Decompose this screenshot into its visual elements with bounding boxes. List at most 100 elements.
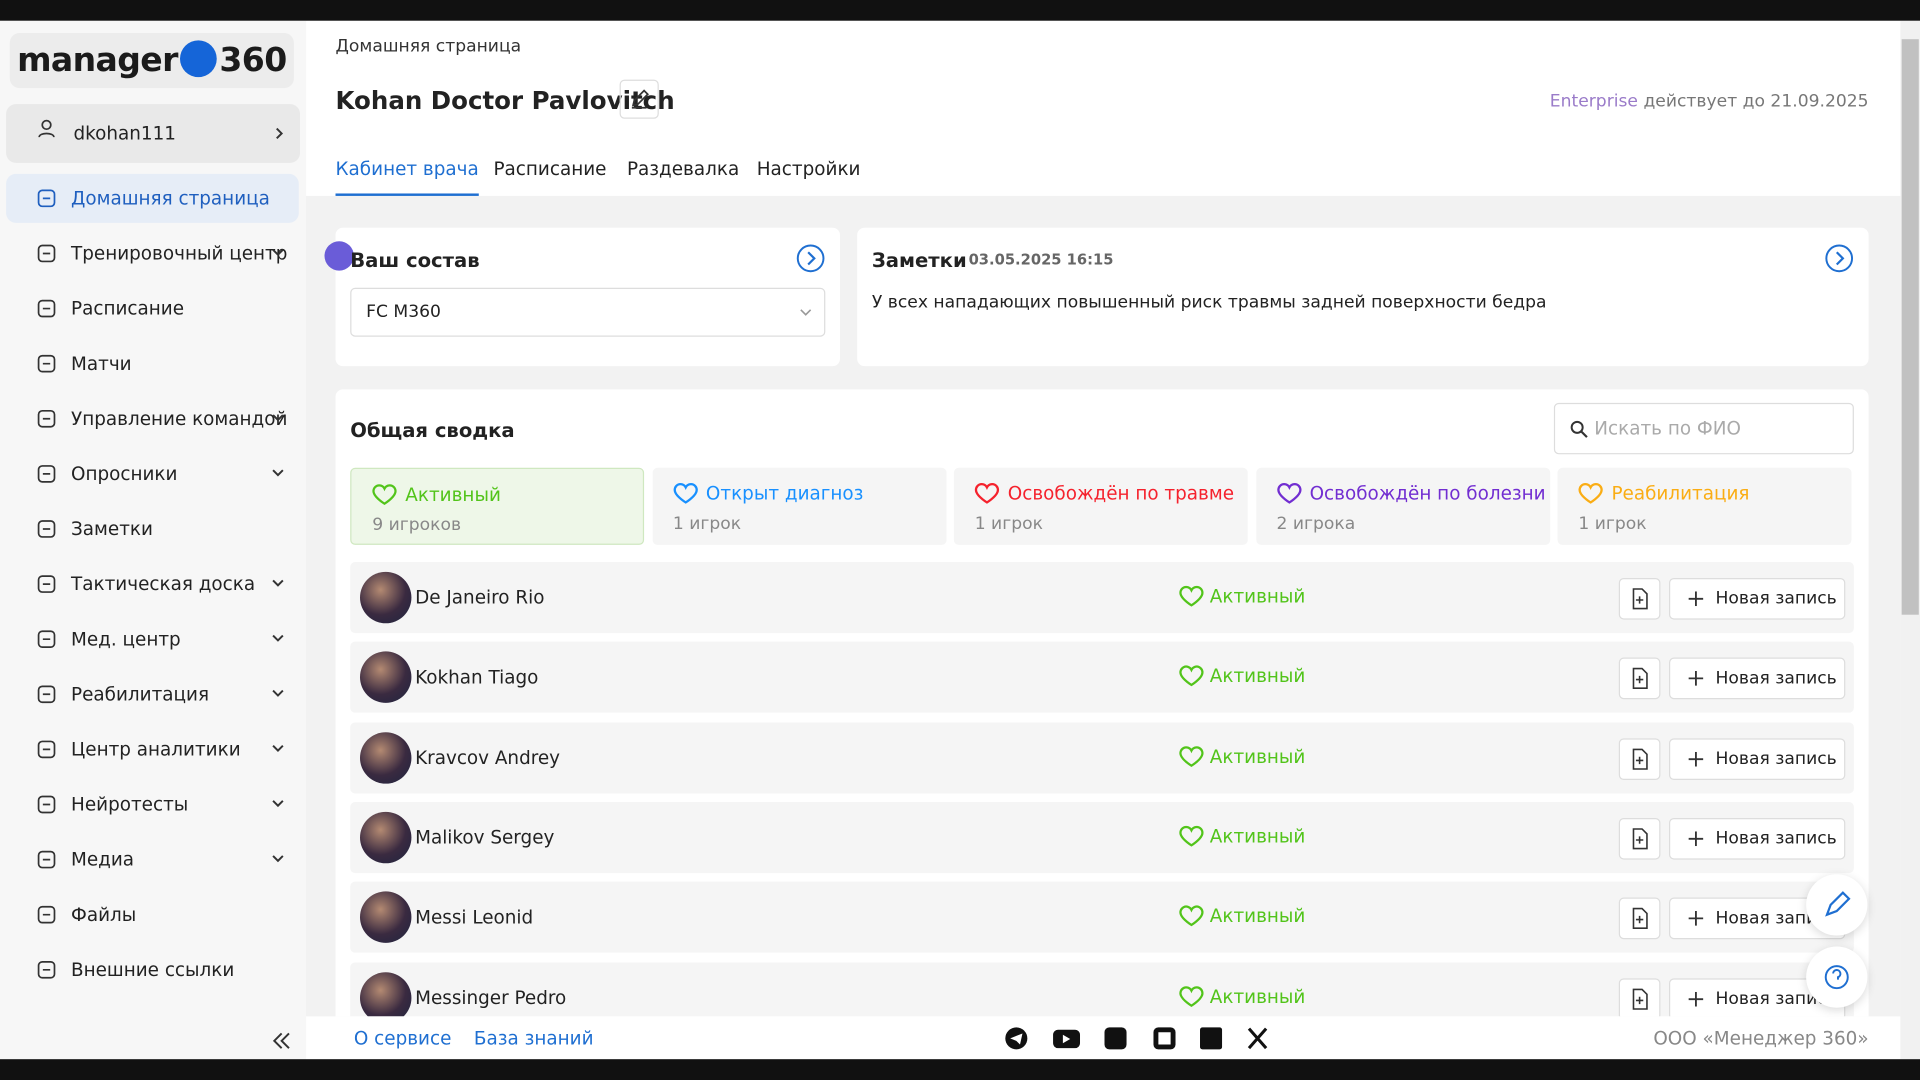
edit-icon xyxy=(631,89,649,109)
nav-item[interactable]: Реабилитация xyxy=(6,670,299,719)
status-label: Открыт диагноз xyxy=(672,480,863,507)
status-icon xyxy=(372,484,397,505)
status-tile[interactable]: Освобождён по травме 1 игрок xyxy=(953,467,1248,545)
nav-icon xyxy=(37,630,56,649)
document-button[interactable] xyxy=(1618,977,1661,1017)
player-status-icon xyxy=(1179,665,1204,687)
footer: О сервисе База знаний ООО «Менеджер 360» xyxy=(306,1016,1901,1060)
nav-label: Расписание xyxy=(71,297,185,320)
new-record-button[interactable]: Новая запись xyxy=(1668,577,1846,620)
player-avatar xyxy=(360,811,412,864)
nav-label: Центр аналитики xyxy=(71,738,241,761)
player-row: Kravcov Andrey Активный Новая запись xyxy=(350,721,1854,793)
document-icon xyxy=(1632,588,1648,610)
player-name[interactable]: Kokhan Tiago xyxy=(415,666,539,689)
logo[interactable]: manager 360 xyxy=(9,33,294,89)
player-name[interactable]: De Janeiro Rio xyxy=(415,586,545,609)
document-button[interactable] xyxy=(1618,817,1661,860)
nav-item[interactable]: Файлы xyxy=(6,890,299,939)
logo-text: manager xyxy=(17,41,178,80)
nav-icon xyxy=(37,575,56,593)
breadcrumb[interactable]: Домашняя страница xyxy=(335,36,522,57)
top-bar xyxy=(0,0,1920,21)
nav-item[interactable]: Расписание xyxy=(6,284,299,333)
edit-button[interactable] xyxy=(619,79,659,119)
player-name[interactable]: Kravcov Andrey xyxy=(415,746,561,769)
nav-icon xyxy=(37,960,56,979)
nav-item[interactable]: Управление командой xyxy=(6,394,299,443)
new-record-button[interactable]: Новая запись xyxy=(1668,657,1846,700)
plan-info: Enterprise действует до 21.09.2025 xyxy=(1550,92,1869,112)
player-row: Kokhan Tiago Активный Новая запись xyxy=(350,642,1854,714)
nav-item[interactable]: Опросники xyxy=(6,449,299,498)
player-name[interactable]: Messinger Pedro xyxy=(415,986,567,1009)
nav-item[interactable]: Тренировочный центр xyxy=(6,229,299,278)
nav-item[interactable]: Центр аналитики xyxy=(6,725,299,774)
new-record-button[interactable]: Новая запись xyxy=(1668,737,1846,780)
status-tile[interactable]: Реабилитация 1 игрок xyxy=(1557,467,1852,545)
tab[interactable]: Кабинет врача xyxy=(335,158,479,196)
status-tile[interactable]: Активный 9 игроков xyxy=(350,467,645,545)
nav-item[interactable]: Тактическая доска xyxy=(6,560,299,609)
help-button[interactable] xyxy=(1806,946,1868,1008)
document-button[interactable] xyxy=(1618,577,1661,620)
nav-item[interactable]: Домашняя страница xyxy=(6,173,299,223)
player-name[interactable]: Malikov Sergey xyxy=(415,826,555,849)
notes-card: Заметки 03.05.2025 16:15 У всех нападающ… xyxy=(857,227,1869,367)
search-placeholder: Искать по ФИО xyxy=(1594,417,1741,440)
logo-ball xyxy=(180,40,217,78)
footer-link[interactable]: О сервисе xyxy=(353,1027,452,1050)
document-button[interactable] xyxy=(1618,737,1661,780)
tab[interactable]: Настройки xyxy=(756,157,861,181)
nav-icon xyxy=(37,354,56,373)
nav-label: Тактическая доска xyxy=(71,573,256,596)
collapse-button[interactable] xyxy=(272,1032,292,1049)
user-box[interactable]: dkohan111 xyxy=(6,104,301,163)
status-label: Освобождён по травме xyxy=(973,480,1234,507)
nav-item[interactable]: Заметки xyxy=(6,504,299,553)
footer-link[interactable]: База знаний xyxy=(473,1027,594,1050)
plus-icon xyxy=(1688,911,1704,926)
nav-item[interactable]: Нейротесты xyxy=(6,780,299,829)
nav-label: Мед. центр xyxy=(71,628,181,651)
summary-card: Общая сводка Искать по ФИО Активный 9 игр… xyxy=(335,389,1869,1017)
nav-item[interactable]: Матчи xyxy=(6,339,299,388)
status-count: 1 игрок xyxy=(1578,514,1647,534)
nav-label: Нейротесты xyxy=(71,793,189,816)
notes-open[interactable] xyxy=(1825,244,1854,273)
team-select[interactable]: FC M360 xyxy=(350,287,826,337)
new-record-button[interactable]: Новая запись xyxy=(1668,817,1846,860)
nav-label: Медиа xyxy=(71,848,135,871)
document-icon xyxy=(1632,828,1648,850)
company: ООО «Менеджер 360» xyxy=(1653,1027,1869,1050)
status-tile[interactable]: Открыт диагноз 1 игрок xyxy=(652,467,946,545)
player-name[interactable]: Messi Leonid xyxy=(415,906,534,929)
document-button[interactable] xyxy=(1618,897,1661,940)
feedback-button[interactable] xyxy=(1806,874,1868,936)
nav-item[interactable]: Внешние ссылки xyxy=(6,945,299,994)
search-input[interactable]: Искать по ФИО xyxy=(1553,402,1854,455)
player-status: Активный xyxy=(1178,983,1305,1010)
nav-item[interactable]: Медиа xyxy=(6,835,299,884)
player-status-text: Активный xyxy=(1209,665,1306,688)
status-tile[interactable]: Освобождён по болезни 2 игрока xyxy=(1255,467,1550,545)
squad-open[interactable] xyxy=(796,244,825,273)
nav-icon xyxy=(37,685,56,704)
scroll-thumb[interactable] xyxy=(1901,39,1919,615)
status-count: 1 игрок xyxy=(974,514,1043,534)
plus-icon xyxy=(1688,831,1704,846)
plus-icon xyxy=(1688,591,1704,607)
plus-icon xyxy=(1688,991,1704,1006)
nav-label: Домашняя страница xyxy=(71,187,270,210)
nav-icon xyxy=(37,850,56,869)
document-icon xyxy=(1632,987,1648,1010)
nav-label: Внешние ссылки xyxy=(71,958,235,981)
tab[interactable]: Раздевалка xyxy=(626,157,740,181)
new-record-label: Новая запись xyxy=(1715,988,1837,1009)
tab[interactable]: Расписание xyxy=(493,157,607,181)
document-button[interactable] xyxy=(1618,657,1661,700)
nav-item[interactable]: Мед. центр xyxy=(6,615,299,664)
